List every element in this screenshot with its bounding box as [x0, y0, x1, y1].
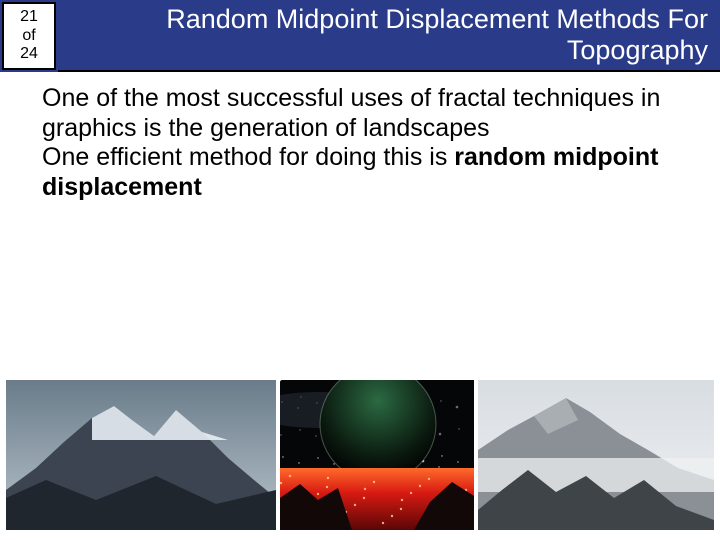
paragraph-2: One efficient method for doing this is r…: [42, 143, 686, 202]
page-of-word: of: [22, 27, 35, 45]
paragraph-1: One of the most successful uses of fract…: [42, 84, 686, 143]
title-wrap: Random Midpoint Displacement Methods For…: [58, 0, 720, 72]
image-planet-lava: [280, 380, 474, 530]
page-current: 21: [20, 8, 38, 26]
image-mountain-gray: [6, 380, 276, 530]
image-mountain-bw: [478, 380, 714, 530]
page-total: 24: [20, 45, 38, 63]
body-text: One of the most successful uses of fract…: [0, 72, 720, 202]
paragraph-2-lead: One efficient method for doing this is: [42, 143, 454, 171]
slide: 21 of 24 Random Midpoint Displacement Me…: [0, 0, 720, 540]
slide-title: Random Midpoint Displacement Methods For…: [58, 4, 708, 66]
page-counter: 21 of 24: [2, 2, 56, 70]
images-row: [0, 378, 720, 530]
header-bar: 21 of 24 Random Midpoint Displacement Me…: [0, 0, 720, 72]
